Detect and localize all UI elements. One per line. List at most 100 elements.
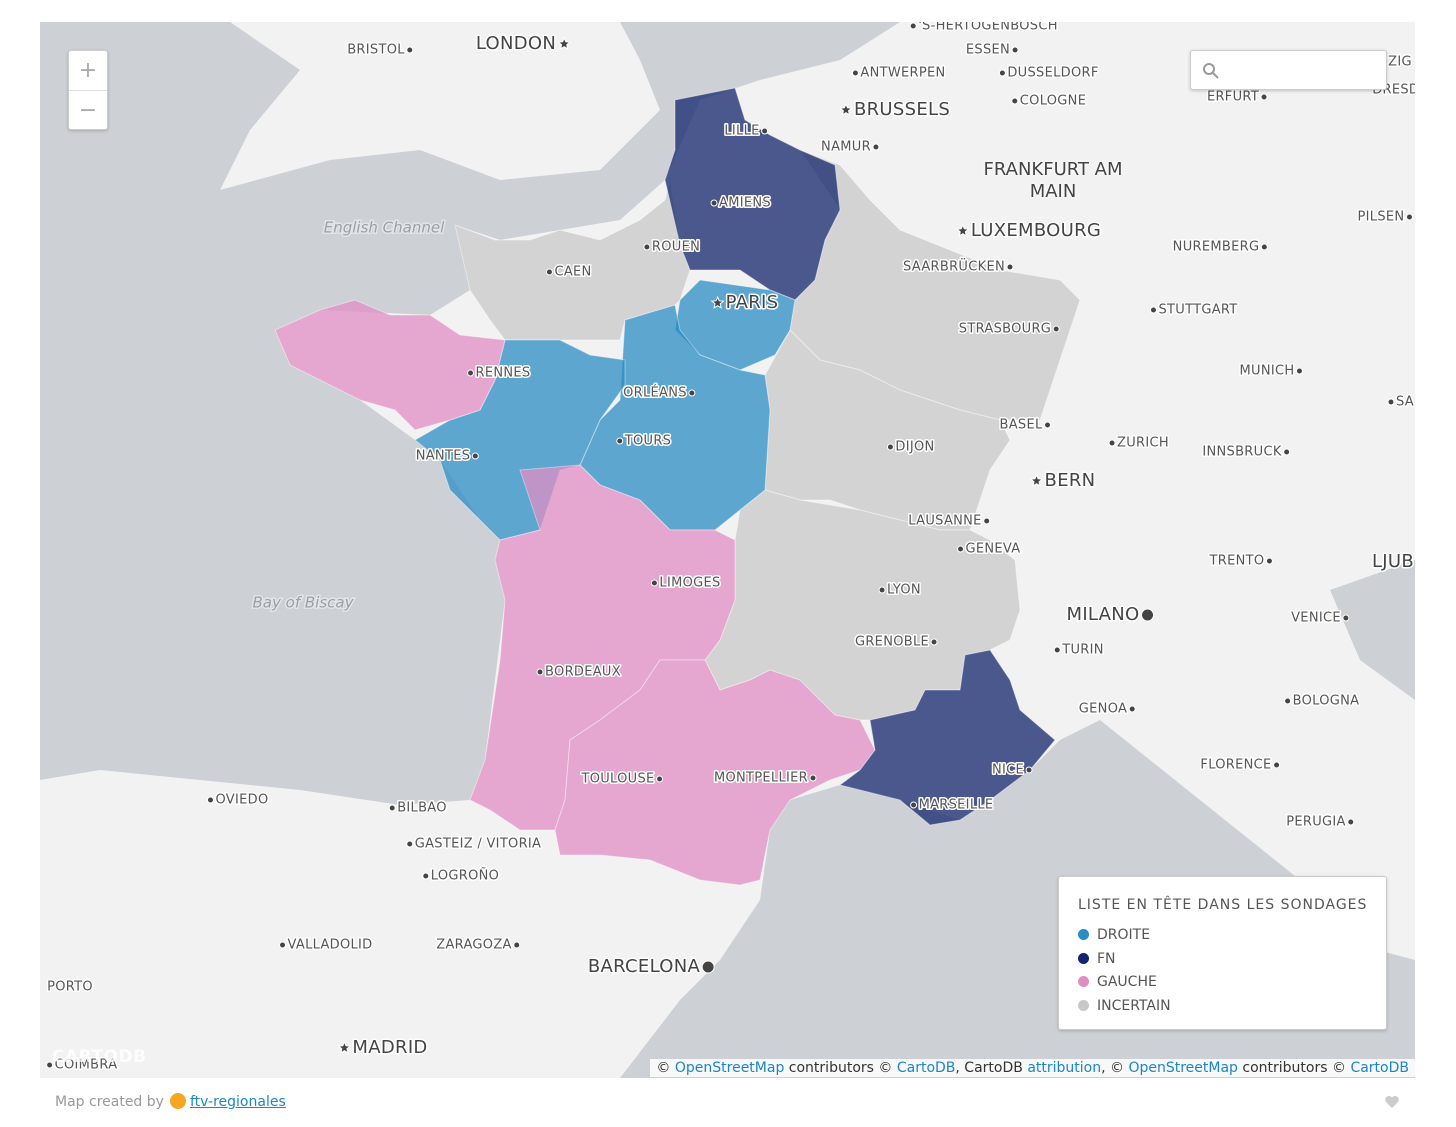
city-marker [422,872,430,880]
city-label: RENNES [476,366,531,381]
city-label: BRISTOL [347,43,405,58]
city-label: ESSEN [966,43,1010,58]
legend-label: DROITE [1097,927,1151,943]
city-label: VENICE [1291,611,1341,626]
attribution-link[interactable]: OpenStreetMap [674,1060,785,1076]
city-label: LONDON [476,33,556,54]
city-label: LILLE [724,124,759,139]
zoom-in[interactable]: + [78,58,98,83]
city-marker [536,668,544,676]
city-label: ROUEN [652,240,700,255]
city-label: PILSEN [1358,210,1405,225]
city-marker [643,243,651,251]
city-marker [1149,306,1157,314]
city-marker [1025,766,1033,774]
search-box[interactable] [1190,50,1387,90]
city-marker [1284,697,1292,705]
city-marker [688,389,696,397]
city-label: ORLÉANS [623,385,687,401]
like-button[interactable] [1384,1094,1400,1110]
city-label: DIJON [895,440,934,455]
zoom-out[interactable]: − [69,90,107,130]
legend: LISTE EN TÊTE DANS LES SONDAGES DROITE FN… [1058,876,1387,1030]
city-label: PORTO [47,980,93,995]
city-marker [983,517,991,525]
city-label: OVIEDO [216,793,269,808]
legend-item: GAUCHE [1078,972,1157,992]
city-label: TOULOUSE [580,772,654,787]
city-marker [1265,557,1273,565]
city-marker [406,46,414,54]
city-label: MONTPELLIER [714,771,808,786]
city-label: SAARBRÜCKEN [903,258,1005,275]
city-label: BOLOGNA [1293,694,1360,709]
city-marker [1011,46,1019,54]
city-label: COLOGNE [1020,94,1086,109]
city-marker [1052,325,1060,333]
legend-label: GAUCHE [1097,974,1157,990]
city-marker [701,960,715,974]
city-label: LUXEMBOURG [971,220,1101,241]
city-label: PARIS [726,292,779,313]
capital-marker [955,223,970,237]
city-label: AMIENS [719,196,771,211]
city-marker [1053,646,1061,654]
city-label: BRUSSELS [854,99,950,120]
city-marker [909,22,917,30]
city-marker [1260,93,1268,101]
attribution-link[interactable]: OpenStreetMap [1128,1060,1238,1076]
city-marker [809,774,817,782]
city-label: CAEN [554,265,591,280]
city-label: MADRID [352,1037,427,1058]
city-marker [46,1061,54,1069]
city-marker [1283,448,1291,456]
city-marker [1044,421,1052,429]
city-label: 'S-HERTOGENBOSCH [918,19,1058,34]
legend-title: LISTE EN TÊTE DANS LES SONDAGES [1078,897,1368,913]
footer-link[interactable]: ftv-regionales [189,1094,286,1110]
city-marker [761,127,769,135]
city-marker [1006,263,1014,271]
city-label: BILBAO [397,801,447,816]
city-marker [656,775,664,783]
city-marker [1128,705,1136,713]
region [554,659,876,886]
region [579,304,771,531]
city-label: LJUB [1372,551,1414,572]
city-marker [513,941,521,949]
city-label: NANTES [416,449,471,464]
city-marker [650,579,658,587]
watermark: CARTODB [52,1047,147,1067]
city-label: FLORENCE [1200,758,1271,773]
city-label: MARSEILLE [919,798,994,813]
attribution: © OpenStreetMap contributors © CartoDB, … [650,1059,1415,1077]
city-label: ZARAGOZA [436,938,511,953]
city-marker [1260,243,1268,251]
city-label: BASEL [999,418,1042,433]
city-label: LOGROÑO [431,868,499,884]
region [274,299,506,431]
sea-label: Bay of Biscay [253,594,355,612]
legend-swatch [1078,952,1089,964]
city-label: VALLADOLID [288,938,373,953]
attribution-text: © [656,1060,675,1076]
attribution-link[interactable]: CartoDB [1350,1060,1409,1076]
city-label: LIMOGES [659,576,720,591]
city-marker [930,638,938,646]
city-marker [1108,439,1116,447]
capital-marker [337,1040,352,1054]
legend-item: INCERTAIN [1078,996,1171,1016]
capital-marker [839,102,853,116]
city-marker [1405,213,1413,221]
city-label: TRENTO [1209,554,1265,569]
capital-marker [557,36,572,50]
attribution-link[interactable]: attribution [1027,1060,1102,1076]
city-marker [1295,367,1303,375]
city-label: MILANO [1066,604,1139,625]
attribution-link[interactable]: CartoDB [896,1060,956,1076]
footer: Map created by ftv-regionales [55,1093,286,1110]
sea [40,22,900,805]
city-marker [1342,614,1350,622]
